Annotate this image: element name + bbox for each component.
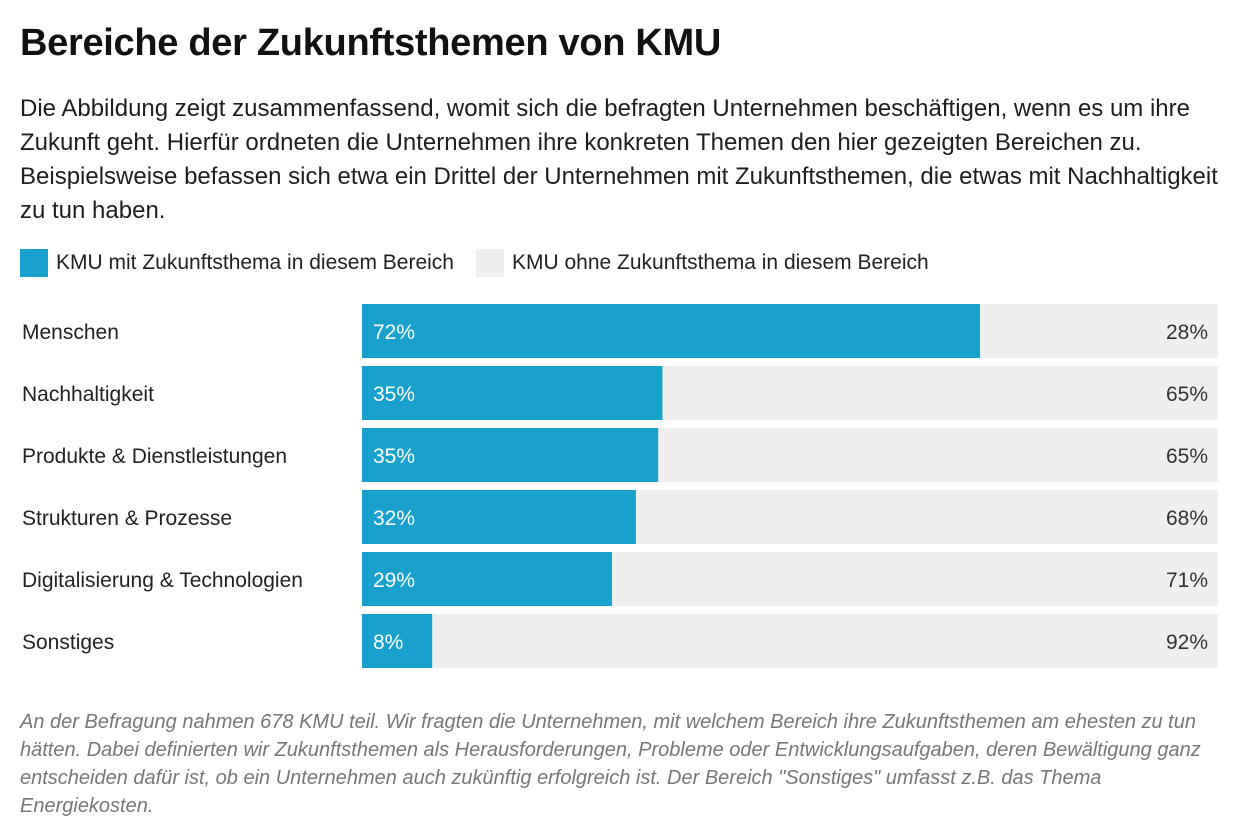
data-label-with: 29% [373, 569, 415, 592]
data-label-with: 35% [373, 445, 415, 468]
data-label-without: 71% [1166, 569, 1208, 592]
legend-label-with: KMU mit Zukunftsthema in diesem Bereich [56, 251, 454, 274]
data-label-without: 65% [1166, 383, 1208, 406]
legend-label-without: KMU ohne Zukunftsthema in diesem Bereich [511, 251, 929, 274]
data-label-without: 92% [1166, 631, 1208, 654]
category-label: Strukturen & Prozesse [22, 507, 232, 530]
data-label-with: 72% [373, 321, 415, 344]
data-label-without: 65% [1166, 445, 1208, 468]
bar-chart: Menschen 72% 28% Nachhaltigkeit 35% 65% Produk… [20, 304, 1220, 668]
legend-swatch-with [20, 249, 48, 277]
category-label: Produkte & Dienstleistungen [22, 445, 287, 468]
data-label-with: 8% [373, 631, 403, 654]
category-label: Sonstiges [22, 631, 114, 654]
legend-swatch-without [475, 249, 504, 277]
legend-item-without: KMU ohne Zukunftsthema in diesem Bereich [475, 249, 929, 277]
bar-with [362, 304, 981, 358]
bar-without [362, 614, 1218, 668]
legend-item-with: KMU mit Zukunftsthema in diesem Bereich [20, 249, 454, 277]
category-label: Digitalisierung & Technologien [22, 569, 303, 592]
data-label-with: 35% [373, 383, 415, 406]
data-label-without: 68% [1166, 507, 1208, 530]
data-label-without: 28% [1166, 321, 1208, 344]
category-label: Menschen [22, 321, 119, 344]
chart-title: Bereiche der Zukunftsthemen von KMU [20, 22, 722, 64]
chart-subtitle: Die Abbildung zeigt zusammenfassend, wom… [20, 95, 1218, 224]
category-label: Nachhaltigkeit [22, 383, 154, 406]
bar-with [362, 552, 612, 606]
bar-with [362, 614, 433, 668]
footnote: An der Befragung nahmen 678 KMU teil. Wi… [20, 711, 1201, 817]
bar-chart-svg: Menschen 72% 28% Nachhaltigkeit 35% 65% Produk… [22, 304, 1218, 668]
bar-with [362, 428, 659, 482]
data-label-with: 32% [373, 507, 415, 530]
bar-with [362, 490, 636, 544]
bar-with [362, 366, 663, 420]
legend: KMU mit Zukunftsthema in diesem Bereich … [20, 248, 951, 278]
